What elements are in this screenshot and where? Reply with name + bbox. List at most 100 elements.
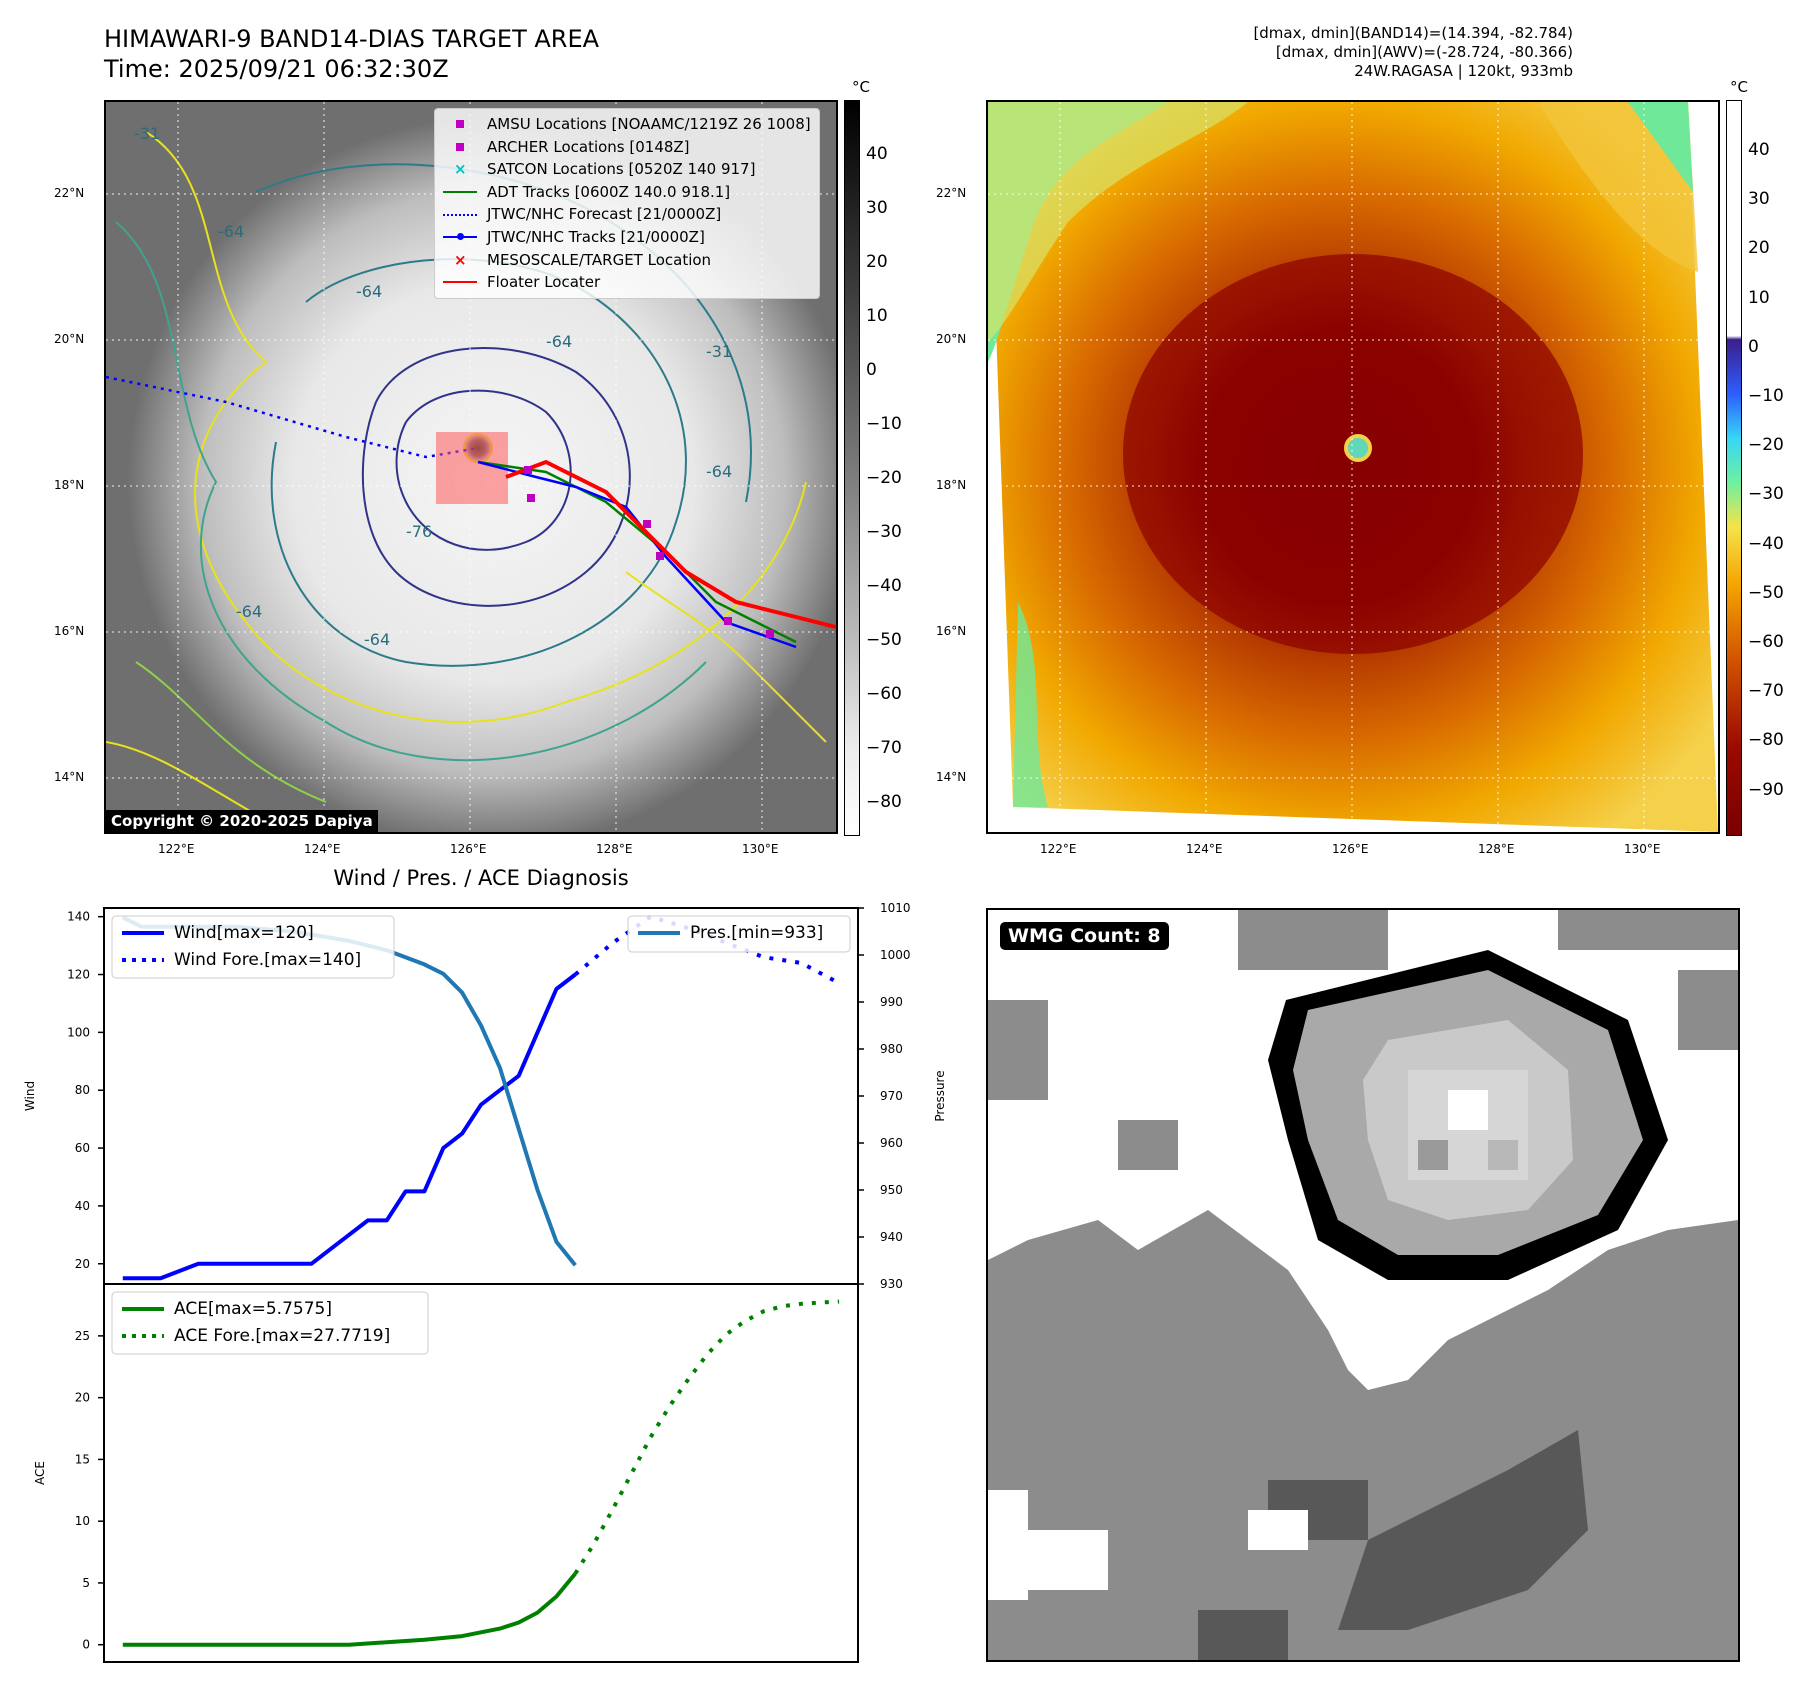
lat-label: 16°N: [936, 624, 967, 638]
pressure-axis-tick-label: 930: [880, 1277, 903, 1291]
contour-label: -64: [236, 602, 263, 621]
chart-legend-label: ACE[max=5.7575]: [174, 1299, 332, 1319]
legend-entry: Floater Locater: [443, 271, 811, 294]
legend-entry: × MESOSCALE/TARGET Location: [443, 249, 811, 272]
series-line-0-2: [574, 914, 841, 985]
ace-axis-tick-label: 15: [75, 1452, 90, 1466]
wind-axis-tick-label: 100: [67, 1025, 90, 1039]
colorbar-enhanced-tick: −20: [1748, 435, 1784, 456]
colorbar-enhanced-tick: −40: [1748, 533, 1784, 554]
colorbar-ir-tick: −40: [866, 576, 902, 596]
chart-legend-box: [627, 915, 851, 953]
figure-title-line2: Time: 2025/09/21 06:32:30Z: [104, 55, 449, 83]
chart-legend-box: [111, 1291, 429, 1355]
lon-label: 126°E: [450, 842, 487, 856]
legend-entry: ADT Tracks [0600Z 140.0 918.1]: [443, 181, 811, 204]
contour-label: -31: [134, 124, 161, 143]
pressure-axis-tick-label: 970: [880, 1089, 903, 1103]
legend-label: SATCON Locations [0520Z 140 917]: [487, 160, 756, 179]
wind-axis-tick-label: 140: [67, 910, 90, 924]
lat-label: 14°N: [54, 770, 85, 784]
wind-axis-tick-label: 20: [75, 1257, 90, 1271]
colorbar-enhanced-tick: 40: [1748, 140, 1770, 160]
figure-title-line1: HIMAWARI-9 BAND14-DIAS TARGET AREA: [104, 25, 600, 53]
legend-entry: ARCHER Locations [0148Z]: [443, 136, 811, 159]
chart-legend-label: Wind[max=120]: [174, 923, 314, 943]
lat-label: 14°N: [936, 770, 967, 784]
pressure-axis-tick-label: 940: [880, 1230, 903, 1244]
legend-symbol: [443, 275, 477, 289]
wmg-image: [988, 910, 1738, 1660]
colorbar-enhanced-unit: °C: [1730, 78, 1748, 96]
wind-axis-tick-label: 80: [75, 1083, 90, 1097]
colorbar-ir-tick: −30: [866, 522, 902, 542]
info-block: [dmax, dmin](BAND14)=(14.394, -82.784) […: [1253, 24, 1573, 81]
wind-axis-label: Wind: [23, 1081, 37, 1111]
chart-legend-box: [111, 915, 395, 979]
colorbar-ir-tick: −50: [866, 630, 902, 650]
wind-axis-tick-label: 120: [67, 968, 90, 982]
enhanced-ir-map-panel: [986, 100, 1720, 834]
colorbar-enhanced: [1726, 100, 1742, 836]
lon-label: 128°E: [1478, 842, 1515, 856]
contour-label: -64: [706, 462, 733, 481]
ir-map-panel: Copyright © 2020-2025 Dapiya -31 -64 -64 -6…: [104, 100, 838, 834]
chart-legend-label: Pres.[min=933]: [690, 923, 823, 943]
ace-axis-tick-label: 25: [75, 1329, 90, 1343]
legend-label: Floater Locater: [487, 273, 601, 292]
enhanced-ir-map-image: [988, 102, 1718, 832]
lon-label: 130°E: [742, 842, 779, 856]
ace-axis-tick-label: 0: [82, 1638, 90, 1652]
series-line-0-1: [498, 972, 577, 1092]
lon-label: 122°E: [1040, 842, 1077, 856]
pressure-axis-tick-label: 950: [880, 1183, 903, 1197]
legend-label: JTWC/NHC Forecast [21/0000Z]: [487, 205, 722, 224]
pressure-axis-tick-label: 1010: [880, 901, 911, 915]
colorbar-enhanced-tick: 0: [1748, 336, 1759, 357]
lon-label: 124°E: [304, 842, 341, 856]
legend-entry: JTWC/NHC Forecast [21/0000Z]: [443, 203, 811, 226]
pressure-axis-label: Pressure: [933, 1070, 947, 1121]
ace-axis-tick-label: 10: [75, 1514, 90, 1528]
chart-legend-label: Wind Fore.[max=140]: [174, 950, 361, 970]
colorbar-enhanced-tick: 30: [1748, 189, 1770, 210]
wind-axis-tick-label: 60: [75, 1141, 90, 1155]
colorbar-enhanced-tick: −10: [1748, 386, 1784, 406]
colorbar-ir: [844, 100, 860, 836]
diagnosis-title: Wind / Pres. / ACE Diagnosis: [333, 866, 629, 890]
series-line-1-0: [122, 1572, 577, 1647]
colorbar-enhanced-tick: 10: [1748, 287, 1770, 308]
legend-label: ARCHER Locations [0148Z]: [487, 137, 690, 156]
series-line-1-1: [573, 1299, 840, 1575]
legend-label: JTWC/NHC Tracks [21/0000Z]: [487, 227, 705, 246]
colorbar-ir-tick: 20: [866, 252, 888, 272]
lat-label: 18°N: [936, 478, 967, 492]
legend-symbol: [443, 208, 477, 222]
ace-axis-tick-label: 5: [82, 1576, 90, 1590]
colorbar-enhanced-tick: −70: [1748, 681, 1784, 702]
colorbar-ir-tick: −70: [866, 738, 902, 758]
contour-label: -31: [706, 342, 733, 361]
colorbar-ir-tick: −10: [866, 414, 902, 434]
wind-axis-tick-label: 40: [75, 1199, 90, 1213]
lon-label: 122°E: [158, 842, 195, 856]
contour-label: -64: [356, 282, 383, 301]
legend-symbol: [443, 140, 477, 154]
legend-symbol: [443, 117, 477, 131]
legend-entry: JTWC/NHC Tracks [21/0000Z]: [443, 226, 811, 249]
info-band14: [dmax, dmin](BAND14)=(14.394, -82.784): [1253, 24, 1573, 42]
contour-label: -64: [218, 222, 245, 241]
pressure-axis-tick-label: 960: [880, 1136, 903, 1150]
lat-label: 20°N: [936, 332, 967, 346]
legend-symbol: ×: [454, 250, 467, 269]
colorbar-enhanced-tick: −50: [1748, 582, 1784, 603]
wmg-count-badge: WMG Count: 8: [1000, 922, 1169, 950]
colorbar-ir-tick: −20: [866, 468, 902, 488]
info-awv: [dmax, dmin](AWV)=(-28.724, -80.366): [1275, 43, 1573, 61]
lon-label: 130°E: [1624, 842, 1661, 856]
colorbar-ir-tick: −60: [866, 684, 902, 704]
legend-label: MESOSCALE/TARGET Location: [487, 250, 712, 269]
contour-label: -64: [546, 332, 573, 351]
colorbar-ir-tick: −80: [866, 792, 902, 812]
